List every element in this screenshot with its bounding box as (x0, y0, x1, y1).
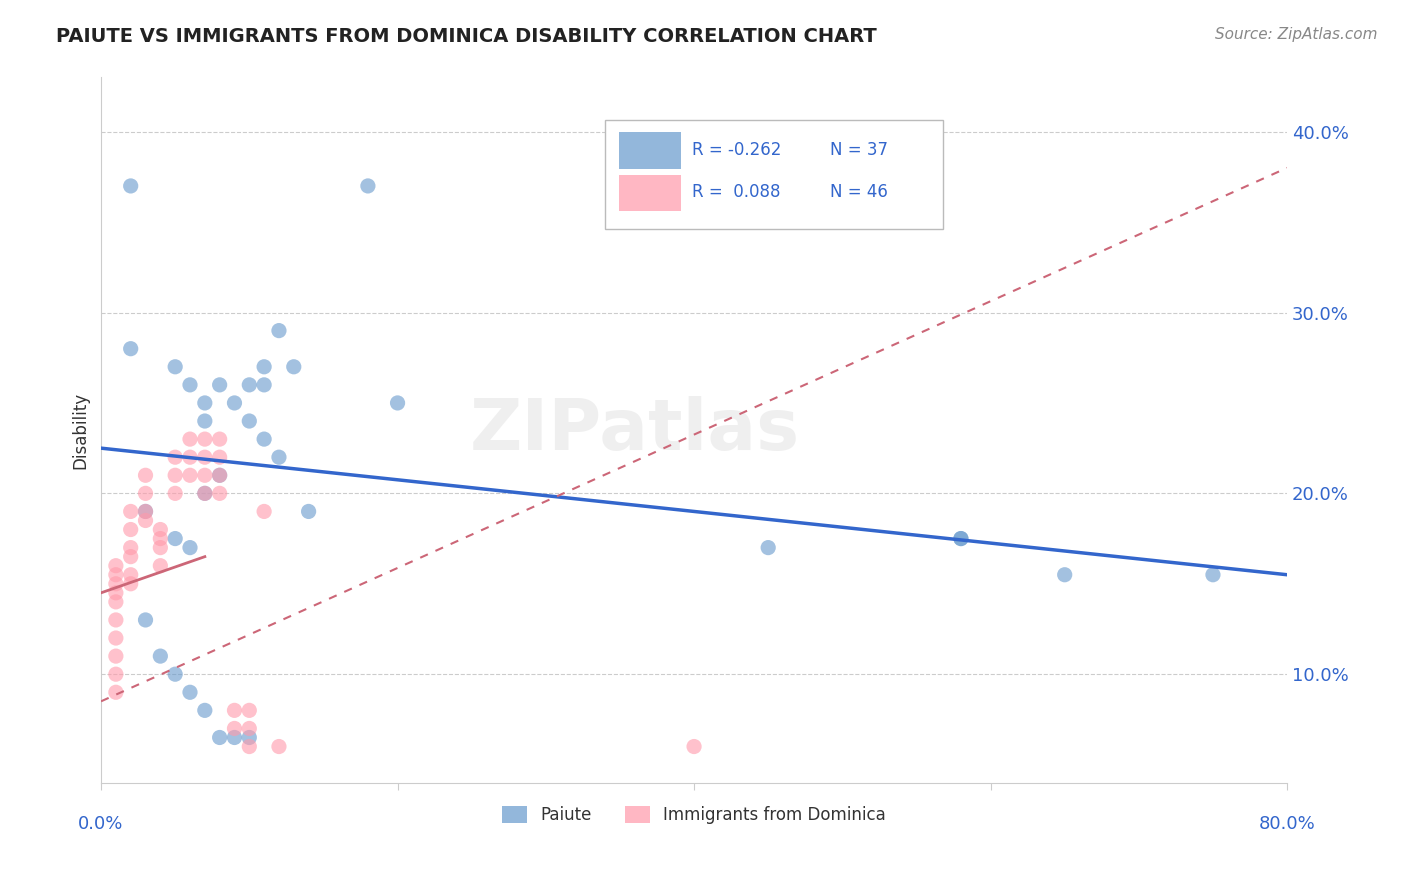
Point (135, 504, 157, 518)
Text: R =  0.088: R = 0.088 (692, 184, 780, 202)
Point (1202, 567, 1225, 582)
Point (238, 377, 260, 392)
Point (179, 450, 201, 465)
Point (120, 567, 142, 582)
Point (253, 377, 276, 392)
Point (283, 359, 305, 374)
Point (267, 450, 290, 465)
Point (208, 731, 231, 745)
Point (253, 504, 276, 518)
Point (104, 667, 127, 681)
Point (194, 450, 217, 465)
Point (194, 414, 217, 428)
Point (149, 541, 172, 555)
Point (165, 468, 187, 483)
Point (194, 486, 217, 500)
Text: ZIPatlas: ZIPatlas (470, 395, 800, 465)
Text: Source: ZipAtlas.com: Source: ZipAtlas.com (1215, 27, 1378, 42)
Point (135, 613, 157, 627)
Point (120, 178, 142, 193)
Point (120, 549, 142, 564)
FancyBboxPatch shape (605, 120, 943, 229)
Point (297, 504, 319, 518)
Point (179, 468, 201, 483)
Point (949, 532, 972, 546)
Point (267, 739, 290, 754)
Point (387, 396, 409, 410)
Text: N = 46: N = 46 (831, 184, 889, 202)
Point (165, 486, 187, 500)
Point (179, 685, 201, 699)
Legend: Paiute, Immigrants from Dominica: Paiute, Immigrants from Dominica (495, 799, 893, 830)
Point (104, 685, 127, 699)
Point (149, 532, 172, 546)
Point (194, 703, 217, 717)
Point (194, 432, 217, 446)
Point (104, 586, 127, 600)
Point (267, 324, 290, 338)
Point (208, 486, 231, 500)
Point (135, 514, 157, 528)
Point (165, 532, 187, 546)
Point (208, 450, 231, 465)
Point (179, 377, 201, 392)
Point (135, 468, 157, 483)
Point (208, 468, 231, 483)
Point (104, 649, 127, 664)
Point (238, 739, 260, 754)
Point (1053, 567, 1076, 582)
FancyBboxPatch shape (620, 132, 681, 169)
Point (165, 450, 187, 465)
Point (104, 595, 127, 609)
Point (120, 504, 142, 518)
Text: 80.0%: 80.0% (1258, 815, 1316, 833)
Point (357, 178, 380, 193)
Point (224, 703, 246, 717)
Point (208, 432, 231, 446)
Point (104, 631, 127, 645)
Point (120, 576, 142, 591)
Y-axis label: Disability: Disability (72, 392, 89, 468)
Point (224, 722, 246, 736)
Point (194, 468, 217, 483)
Point (149, 523, 172, 537)
Point (208, 377, 231, 392)
Point (683, 739, 706, 754)
Point (238, 731, 260, 745)
Point (104, 567, 127, 582)
Text: N = 37: N = 37 (831, 141, 889, 159)
Point (756, 541, 779, 555)
Point (224, 396, 246, 410)
Point (135, 486, 157, 500)
Text: PAIUTE VS IMMIGRANTS FROM DOMINICA DISABILITY CORRELATION CHART: PAIUTE VS IMMIGRANTS FROM DOMINICA DISAB… (56, 27, 877, 45)
FancyBboxPatch shape (620, 175, 681, 211)
Point (120, 523, 142, 537)
Point (238, 414, 260, 428)
Point (104, 558, 127, 573)
Point (179, 432, 201, 446)
Point (224, 731, 246, 745)
Point (194, 396, 217, 410)
Point (165, 359, 187, 374)
Point (238, 703, 260, 717)
Point (949, 532, 972, 546)
Point (120, 342, 142, 356)
Text: 0.0%: 0.0% (79, 815, 124, 833)
Point (104, 576, 127, 591)
Text: R = -0.262: R = -0.262 (692, 141, 782, 159)
Point (149, 649, 172, 664)
Point (120, 541, 142, 555)
Point (194, 486, 217, 500)
Point (253, 359, 276, 374)
Point (135, 504, 157, 518)
Point (208, 468, 231, 483)
Point (104, 613, 127, 627)
Point (253, 432, 276, 446)
Point (149, 558, 172, 573)
Point (179, 541, 201, 555)
Point (165, 667, 187, 681)
Point (238, 722, 260, 736)
